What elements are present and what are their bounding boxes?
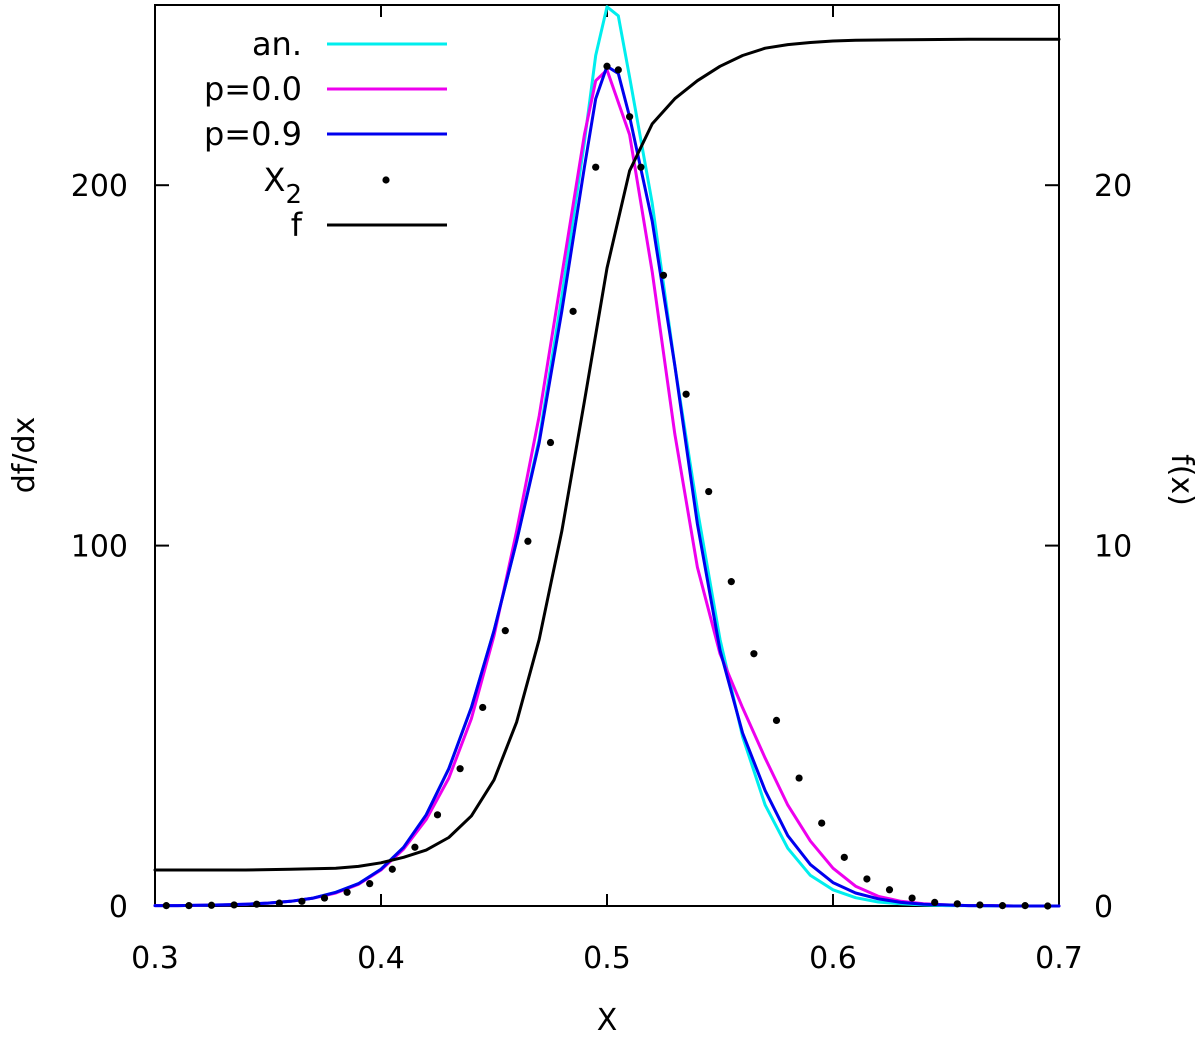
series-line-f — [153, 37, 1061, 872]
legend-label-p-0-9: p=0.9 — [204, 115, 302, 153]
data-point — [659, 271, 668, 279]
data-point — [433, 811, 442, 819]
data-point — [818, 819, 826, 827]
data-point — [682, 390, 690, 398]
series-points-x — [162, 62, 1052, 910]
legend-label-p-0-0: p=0.0 — [204, 70, 302, 108]
x-axis-title: X — [597, 1003, 618, 1037]
y-axis-title-right: f(x) — [1164, 454, 1199, 506]
x-tick-label: 0.7 — [1035, 941, 1083, 976]
data-point — [298, 897, 306, 905]
data-point — [840, 853, 848, 861]
data-point — [705, 487, 713, 496]
data-point — [976, 901, 984, 909]
x-tick-label: 0.6 — [809, 941, 857, 976]
data-point — [569, 307, 577, 315]
data-point — [931, 898, 939, 906]
data-point — [727, 578, 735, 586]
data-point — [908, 894, 916, 902]
y-axis-title-left: df/dx — [7, 417, 42, 494]
data-point — [185, 902, 193, 910]
data-point — [207, 901, 216, 909]
data-point — [320, 894, 329, 902]
y-tick-label-right: 20 — [1094, 169, 1132, 204]
x-tick-label: 0.3 — [131, 941, 179, 976]
y-tick-label-left: 100 — [71, 530, 128, 565]
legend-label-subscript: 2 — [285, 180, 302, 210]
data-point — [343, 888, 351, 896]
data-point — [479, 703, 487, 712]
series-lines — [153, 5, 1061, 910]
data-point — [772, 716, 781, 724]
data-point — [795, 774, 803, 782]
data-point — [501, 627, 509, 635]
data-point — [456, 765, 464, 773]
data-point — [863, 875, 871, 883]
data-point — [546, 438, 555, 447]
data-point — [230, 901, 238, 909]
x-tick-label: 0.4 — [357, 941, 405, 976]
data-point — [411, 843, 419, 851]
data-point — [750, 650, 758, 658]
y-ticks-left: 0 100 200 — [71, 169, 169, 925]
data-point — [592, 163, 600, 171]
data-point — [614, 66, 622, 74]
data-point — [998, 902, 1007, 910]
data-point — [253, 900, 261, 908]
legend-label-f: f — [291, 206, 303, 244]
data-point — [1021, 902, 1029, 910]
data-point — [626, 113, 634, 121]
legend: an. p=0.0 p=0.9 X2f — [204, 25, 447, 244]
legend-label-main: X — [264, 161, 286, 199]
data-point — [366, 880, 374, 888]
data-point — [603, 62, 611, 70]
legend-swatch-point — [382, 176, 390, 184]
y-tick-label-left: 200 — [71, 169, 128, 204]
x-tick-label: 0.5 — [583, 941, 631, 976]
data-point — [953, 900, 961, 908]
data-point — [388, 865, 396, 873]
y-tick-label-right: 10 — [1094, 530, 1132, 565]
data-point — [637, 163, 645, 171]
data-point — [524, 537, 532, 545]
y-tick-label-left: 0 — [109, 890, 128, 925]
data-point — [1044, 902, 1052, 910]
legend-label-an: an. — [252, 25, 302, 63]
legend-label-x: X2 — [264, 161, 302, 210]
data-point — [275, 899, 283, 907]
data-point — [162, 902, 170, 910]
data-point — [885, 886, 894, 894]
y-tick-label-right: 0 — [1094, 890, 1113, 925]
